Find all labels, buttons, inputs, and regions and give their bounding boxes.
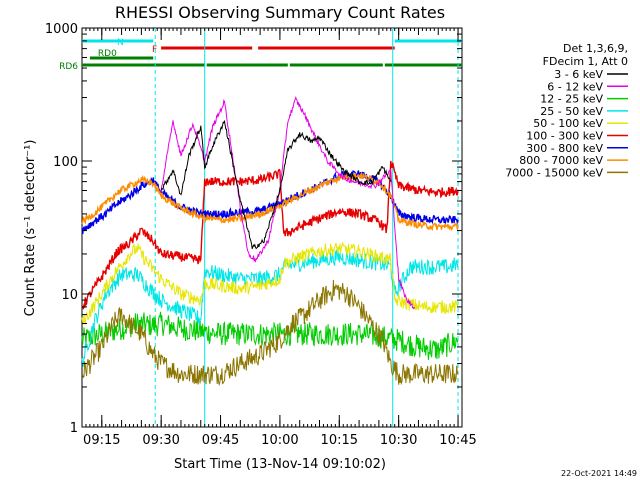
flag-label: RD0	[98, 49, 117, 59]
x-axis-label: Start Time (13-Nov-14 09:10:02)	[174, 457, 386, 472]
legend-label: 12 - 25 keV	[540, 93, 603, 106]
series-line	[81, 160, 459, 310]
x-tick-label: 10:30	[380, 433, 417, 448]
y-axis-label: Count Rate (s⁻¹ detector⁻¹)	[23, 140, 38, 317]
y-tick-label: 100	[53, 155, 78, 170]
flag-bars: N F RD0 RD6	[59, 38, 462, 72]
legend-label: 3 - 6 keV	[554, 68, 603, 81]
legend-header-line-2: FDecim 1, Att 0	[543, 55, 628, 68]
series-line	[81, 279, 459, 387]
legend-label: 100 - 300 keV	[526, 130, 603, 143]
x-tick-label: 10:00	[261, 433, 298, 448]
x-tick-label: 09:15	[83, 433, 120, 448]
legend-label: 300 - 800 keV	[526, 142, 603, 155]
series-line	[81, 172, 459, 232]
y-tick-label: 1	[70, 421, 78, 436]
flag-label: F	[152, 45, 157, 55]
series-lines	[81, 95, 459, 387]
legend-label: 6 - 12 keV	[547, 80, 603, 93]
x-tick-label: 09:45	[202, 433, 239, 448]
series-line	[81, 311, 459, 360]
chart-title: RHESSI Observing Summary Count Rates	[115, 3, 445, 22]
y-tick-label: 1000	[45, 22, 78, 37]
legend-label: 7000 - 15000 keV	[505, 166, 603, 179]
flag-label: N	[117, 38, 124, 48]
legend: Det 1,3,6,9, FDecim 1, Att 0 3 - 6 keV6 …	[505, 42, 628, 179]
x-tick-label: 09:30	[142, 433, 179, 448]
x-axis-ticks: 09:15 09:30 09:45 10:00 10:15 10:30 10:45	[81, 28, 477, 448]
x-tick-label: 10:45	[439, 433, 476, 448]
x-tick-label: 10:15	[321, 433, 358, 448]
y-tick-label: 10	[61, 288, 78, 303]
flag-label: RD6	[59, 62, 78, 72]
timestamp-label: 22-Oct-2021 14:49	[561, 469, 637, 478]
series-line	[81, 242, 459, 325]
series-line	[160, 119, 392, 250]
legend-label: 800 - 7000 keV	[519, 154, 603, 167]
legend-label: 25 - 50 keV	[540, 105, 603, 118]
legend-header-line-1: Det 1,3,6,9,	[563, 42, 628, 55]
legend-label: 50 - 100 keV	[533, 117, 603, 130]
